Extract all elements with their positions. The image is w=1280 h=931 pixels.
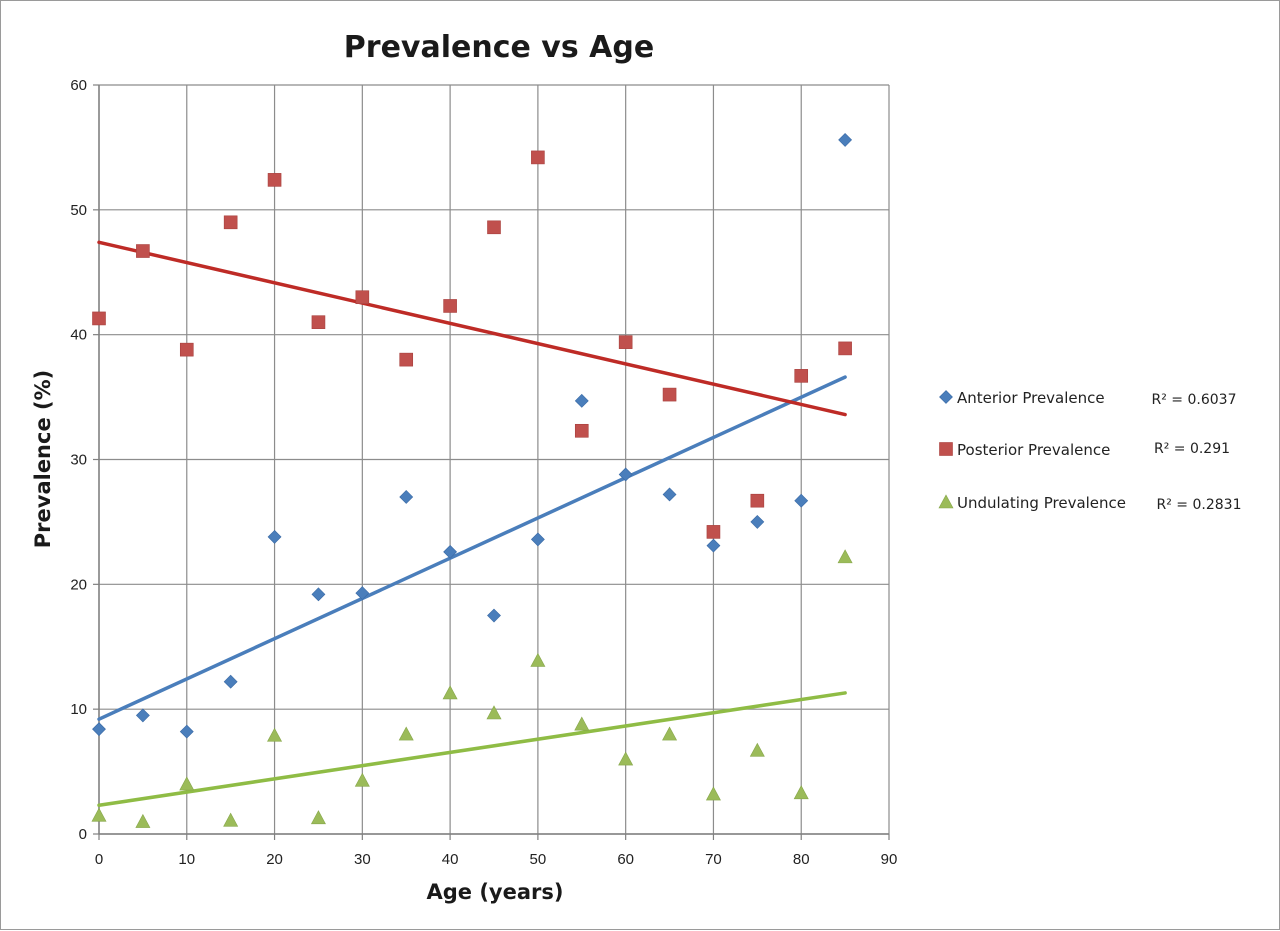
data-point-anterior	[574, 393, 589, 408]
trendline-undulating	[97, 691, 847, 808]
data-point-posterior	[574, 423, 589, 438]
data-point-undulating	[91, 807, 107, 822]
x-tick-label: 70	[705, 851, 722, 868]
data-point-anterior	[706, 538, 721, 553]
data-point-undulating	[662, 726, 678, 741]
data-point-undulating	[310, 810, 326, 825]
data-point-anterior	[662, 487, 677, 502]
data-point-posterior	[662, 387, 677, 402]
data-point-undulating	[398, 726, 414, 741]
data-point-posterior	[267, 173, 282, 187]
legend-label-anterior: Anterior Prevalence	[957, 389, 1105, 407]
data-point-anterior	[179, 724, 194, 739]
data-point-posterior	[179, 342, 194, 357]
data-point-anterior	[487, 608, 501, 623]
x-tick-label: 0	[95, 851, 103, 868]
trendline-anterior	[97, 375, 847, 721]
data-point-anterior	[355, 586, 370, 600]
data-point-posterior	[399, 352, 414, 367]
x-tick-label: 10	[178, 851, 195, 868]
y-tick-label: 10	[70, 701, 87, 718]
x-tick-label: 80	[793, 851, 810, 868]
trendlines	[97, 240, 847, 808]
y-tick-label: 50	[70, 202, 87, 219]
data-point-undulating	[442, 685, 458, 700]
data-point-posterior	[487, 220, 501, 235]
data-point-posterior	[838, 341, 852, 356]
data-point-posterior	[223, 215, 238, 230]
legend-marker-posterior	[939, 442, 953, 456]
x-tick-label: 20	[266, 851, 283, 868]
data-point-anterior	[267, 529, 282, 544]
legend-marker-undulating	[938, 494, 954, 509]
chart-title: Prevalence vs Age	[344, 30, 654, 65]
y-tick-label: 60	[70, 77, 87, 94]
data-point-undulating	[793, 785, 809, 800]
legend-label-undulating: Undulating Prevalence	[957, 494, 1126, 512]
y-tick-labels: 0 10 20 30 40 50 60	[70, 77, 87, 843]
data-point-anterior	[399, 490, 414, 504]
data-point-undulating	[354, 772, 370, 787]
data-point-undulating	[837, 549, 853, 564]
y-tick-label: 40	[70, 327, 87, 344]
data-point-posterior	[618, 335, 633, 349]
legend-marker-anterior	[939, 390, 953, 404]
data-point-anterior	[311, 587, 326, 602]
x-tick-label: 50	[530, 851, 547, 868]
y-tick-label: 0	[79, 826, 87, 843]
data-point-anterior	[838, 133, 853, 147]
data-point-posterior	[355, 290, 370, 305]
y-tick-label: 20	[70, 576, 87, 593]
data-point-undulating	[179, 776, 195, 791]
data-point-undulating	[618, 751, 634, 766]
x-tick-label: 60	[617, 851, 634, 868]
data-point-undulating	[574, 716, 590, 731]
x-axis-title: Age (years)	[427, 880, 564, 904]
r2-label-posterior: R² = 0.291	[1154, 441, 1230, 457]
y-tick-label: 30	[70, 452, 87, 469]
data-point-undulating	[486, 705, 502, 720]
r2-label-anterior: R² = 0.6037	[1152, 392, 1237, 408]
data-point-anterior	[794, 493, 809, 508]
data-point-posterior	[311, 315, 326, 329]
data-point-anterior	[530, 532, 545, 547]
x-tick-label: 40	[442, 851, 459, 868]
data-point-posterior	[136, 244, 150, 258]
data-point-anterior	[92, 722, 106, 737]
data-point-anterior	[618, 467, 633, 482]
data-point-posterior	[706, 525, 721, 539]
data-point-posterior	[443, 299, 457, 313]
data-point-anterior	[223, 674, 238, 689]
data-point-undulating	[267, 727, 283, 742]
r2-label-undulating: R² = 0.2831	[1157, 497, 1242, 513]
data-point-anterior	[443, 544, 458, 559]
data-point-posterior	[531, 150, 545, 165]
data-point-undulating	[135, 813, 151, 828]
x-tick-labels: 0 10 20 30 40 50 60 70 80 90	[95, 851, 898, 868]
data-point-undulating	[705, 786, 721, 801]
data-point-posterior	[92, 311, 106, 326]
data-point-posterior	[750, 493, 765, 508]
data-point-posterior	[794, 369, 809, 383]
grid	[93, 84, 890, 840]
trendline-posterior	[97, 240, 847, 417]
data-point-anterior	[750, 514, 765, 529]
data-point-anterior	[135, 708, 150, 723]
data-points	[91, 133, 853, 828]
data-point-undulating	[530, 652, 546, 667]
legend-label-posterior: Posterior Prevalence	[957, 441, 1110, 459]
x-tick-label: 90	[881, 851, 898, 868]
legend: Anterior Prevalence R² = 0.6037 Posterior …	[938, 389, 1242, 513]
x-tick-label: 30	[354, 851, 371, 868]
data-point-undulating	[223, 812, 239, 827]
data-point-undulating	[749, 742, 765, 757]
y-axis-title: Prevalence (%)	[31, 370, 55, 548]
